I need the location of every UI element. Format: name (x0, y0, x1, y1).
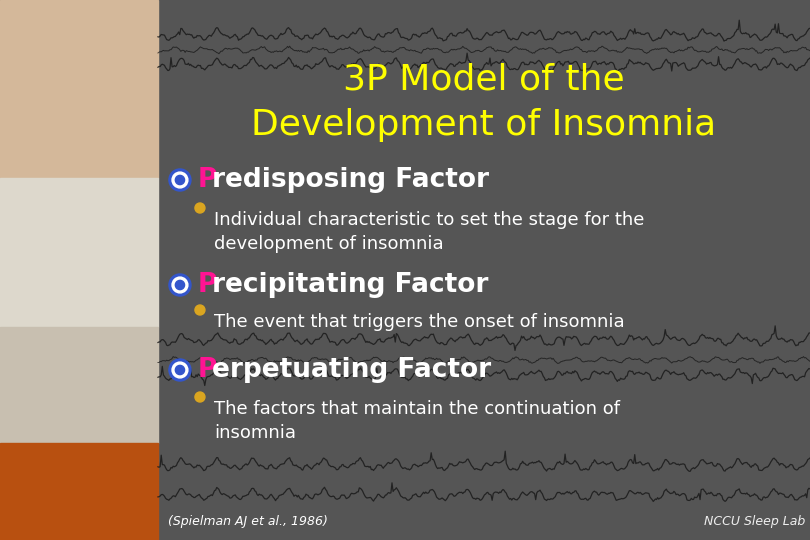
Circle shape (169, 274, 191, 296)
Bar (0, 178, 158, 327)
Text: The event that triggers the onset of insomnia: The event that triggers the onset of ins… (214, 313, 625, 331)
Bar (0, 0, 158, 178)
Circle shape (175, 176, 185, 185)
Text: Individual characteristic to set the stage for the
development of insomnia: Individual characteristic to set the sta… (214, 211, 644, 253)
Text: redisposing Factor: redisposing Factor (212, 167, 489, 193)
Text: P: P (198, 357, 217, 383)
Circle shape (172, 172, 188, 188)
Text: P: P (198, 272, 217, 298)
Circle shape (172, 362, 188, 378)
Text: Development of Insomnia: Development of Insomnia (251, 108, 717, 142)
Bar (0, 443, 158, 540)
Text: recipitating Factor: recipitating Factor (212, 272, 488, 298)
Text: NCCU Sleep Lab: NCCU Sleep Lab (704, 516, 805, 529)
Bar (0, 327, 158, 443)
Circle shape (195, 392, 205, 402)
Circle shape (195, 203, 205, 213)
Text: The factors that maintain the continuation of
insomnia: The factors that maintain the continuati… (214, 400, 620, 442)
Circle shape (169, 359, 191, 381)
Text: P: P (198, 167, 217, 193)
Text: (Spielman AJ et al., 1986): (Spielman AJ et al., 1986) (168, 516, 328, 529)
Text: 3P Model of the: 3P Model of the (343, 63, 625, 97)
Circle shape (169, 169, 191, 191)
Text: erpetuating Factor: erpetuating Factor (212, 357, 491, 383)
Circle shape (175, 366, 185, 375)
Circle shape (195, 305, 205, 315)
Circle shape (175, 280, 185, 289)
Circle shape (172, 277, 188, 293)
